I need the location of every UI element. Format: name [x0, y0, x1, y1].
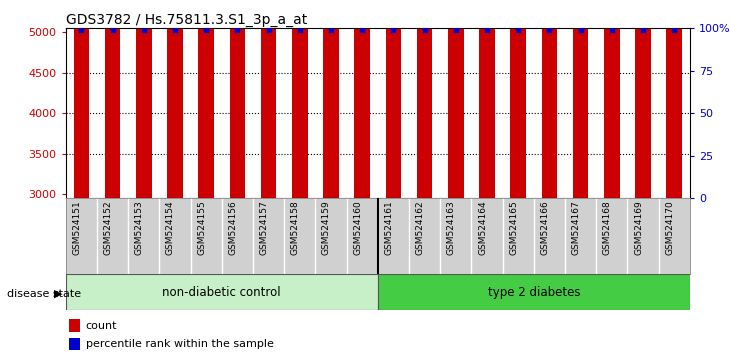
Text: GSM524151: GSM524151 [72, 200, 81, 255]
Text: GSM524169: GSM524169 [634, 200, 643, 255]
Text: GSM524170: GSM524170 [665, 200, 675, 255]
Text: non-diabetic control: non-diabetic control [162, 286, 281, 298]
Bar [167, 0, 182, 198]
Point [669, 27, 680, 33]
Point [606, 27, 618, 33]
Text: GSM524168: GSM524168 [603, 200, 612, 255]
Text: GSM524162: GSM524162 [415, 200, 425, 255]
Point [200, 27, 212, 33]
Bar [69, 319, 80, 332]
Bar [199, 0, 214, 198]
Bar [510, 0, 526, 198]
Bar [604, 0, 620, 198]
Bar [417, 0, 432, 198]
Bar [69, 338, 80, 350]
Text: ▶: ▶ [53, 289, 62, 299]
Text: GSM524163: GSM524163 [447, 200, 456, 255]
Point [575, 27, 586, 33]
Bar [417, 121, 432, 198]
Text: GSM524159: GSM524159 [322, 200, 331, 255]
Bar [136, 0, 152, 198]
Bar [573, 99, 588, 198]
Text: percentile rank within the sample: percentile rank within the sample [85, 339, 274, 349]
Text: GSM524157: GSM524157 [260, 200, 269, 255]
Bar [542, 0, 557, 198]
Point [138, 27, 150, 33]
Point [481, 27, 493, 33]
Bar [292, 42, 307, 198]
Text: GSM524153: GSM524153 [135, 200, 144, 255]
Bar [604, 82, 620, 198]
Point [356, 27, 368, 33]
Text: disease state: disease state [7, 289, 82, 299]
Bar [104, 91, 120, 198]
Bar [385, 115, 402, 198]
Text: GSM524161: GSM524161 [385, 200, 393, 255]
Bar [229, 97, 245, 198]
Bar [666, 164, 682, 198]
Bar [542, 105, 557, 198]
Text: GSM524166: GSM524166 [540, 200, 550, 255]
Bar [104, 0, 120, 198]
Bar [354, 0, 370, 198]
Bar [385, 0, 402, 198]
Bar [510, 126, 526, 198]
Point [169, 27, 181, 33]
Point [419, 27, 431, 33]
Bar [74, 125, 89, 198]
Point [450, 27, 461, 33]
Point [544, 27, 556, 33]
Bar [448, 118, 464, 198]
Point [75, 27, 87, 33]
Text: GSM524158: GSM524158 [291, 200, 300, 255]
Bar [292, 0, 307, 198]
Bar [448, 0, 464, 198]
Text: GSM524156: GSM524156 [228, 200, 237, 255]
Point [325, 27, 337, 33]
Point [107, 27, 118, 33]
Text: GSM524154: GSM524154 [166, 200, 175, 255]
Bar [479, 73, 495, 198]
Bar [136, 68, 152, 198]
Point [388, 27, 399, 33]
Text: GSM524165: GSM524165 [510, 200, 518, 255]
Bar [167, 148, 182, 198]
Point [263, 27, 274, 33]
Bar [573, 0, 588, 198]
Bar [229, 0, 245, 198]
Bar [635, 121, 651, 198]
Text: GSM524167: GSM524167 [572, 200, 580, 255]
Bar [261, 0, 277, 198]
Bar [66, 274, 378, 310]
Bar [354, 55, 370, 198]
Text: GSM524164: GSM524164 [478, 200, 487, 255]
Text: GSM524160: GSM524160 [353, 200, 362, 255]
Text: GSM524155: GSM524155 [197, 200, 206, 255]
Bar [323, 0, 339, 198]
Text: type 2 diabetes: type 2 diabetes [488, 286, 580, 298]
Bar [261, 89, 277, 198]
Bar [479, 0, 495, 198]
Bar [635, 0, 651, 198]
Text: GSM524152: GSM524152 [104, 200, 112, 255]
Bar [323, 47, 339, 198]
Bar [666, 0, 682, 198]
Bar [199, 158, 214, 198]
Point [512, 27, 524, 33]
Text: count: count [85, 320, 118, 331]
Text: GDS3782 / Hs.75811.3.S1_3p_a_at: GDS3782 / Hs.75811.3.S1_3p_a_at [66, 13, 307, 27]
Point [294, 27, 306, 33]
Bar [378, 274, 690, 310]
Point [231, 27, 243, 33]
Bar [74, 0, 89, 198]
Point [637, 27, 649, 33]
